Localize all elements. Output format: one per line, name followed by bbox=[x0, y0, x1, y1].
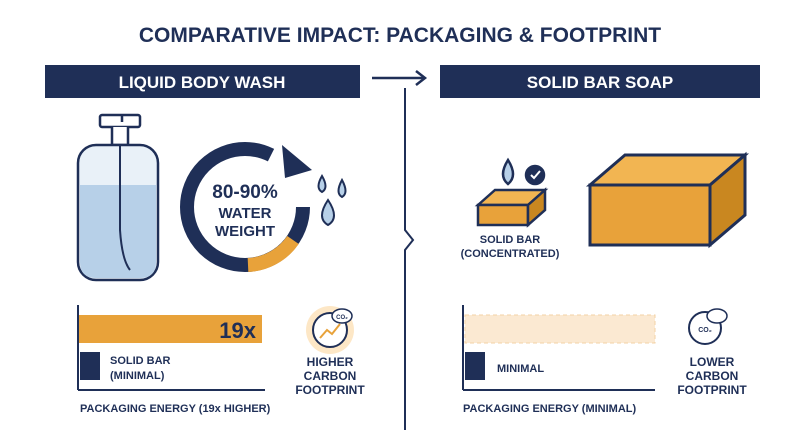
small-soap-icon bbox=[474, 157, 549, 228]
left-header-bg bbox=[45, 65, 360, 98]
axis-label: PACKAGING ENERGY (19x HIGHER) bbox=[80, 403, 271, 415]
footprint-line: CARBON bbox=[304, 369, 357, 383]
minor-label: SOLID BAR bbox=[110, 355, 171, 367]
arrow bbox=[372, 70, 428, 86]
liquid-bar bbox=[79, 315, 262, 343]
stat-line: 80-90% bbox=[212, 182, 278, 203]
left-header: LIQUID BODY WASH bbox=[119, 73, 286, 92]
water-cycle-icon bbox=[180, 142, 312, 272]
title: COMPARATIVE IMPACT: PACKAGING & FOOTPRIN… bbox=[139, 24, 661, 47]
right-axes bbox=[462, 305, 655, 391]
footprint-line: FOOTPRINT bbox=[677, 383, 747, 397]
divider bbox=[404, 88, 415, 430]
product-label: SOLID BAR bbox=[480, 234, 541, 246]
bar-label: 19x bbox=[219, 318, 256, 343]
footprint-line: FOOTPRINT bbox=[295, 383, 365, 397]
minor-label: MINIMAL bbox=[497, 363, 544, 375]
stat-line: WEIGHT bbox=[215, 223, 275, 240]
right-header-bg bbox=[440, 65, 760, 98]
axis-label: PACKAGING ENERGY (MINIMAL) bbox=[463, 403, 636, 415]
co2-label: CO₂ bbox=[698, 327, 712, 334]
co2-label: CO₂ bbox=[336, 315, 348, 321]
footprint-line: CARBON bbox=[686, 369, 739, 383]
stat-line: WATER bbox=[218, 205, 271, 222]
footprint-line: LOWER bbox=[690, 355, 735, 369]
co2-icon bbox=[306, 306, 354, 354]
solid-bar bbox=[80, 352, 100, 380]
right-header: SOLID BAR SOAP bbox=[527, 73, 673, 92]
big-soap-icon bbox=[585, 151, 750, 249]
reference-bar bbox=[464, 314, 656, 344]
bottle-icon bbox=[76, 113, 160, 282]
product-label: (CONCENTRATED) bbox=[461, 248, 560, 260]
left-axes bbox=[77, 305, 265, 391]
co2-icon bbox=[688, 308, 728, 345]
drops-icon bbox=[317, 174, 347, 227]
minor-label: (MINIMAL) bbox=[110, 370, 165, 382]
solid-bar bbox=[465, 352, 485, 380]
footprint-line: HIGHER bbox=[307, 355, 354, 369]
